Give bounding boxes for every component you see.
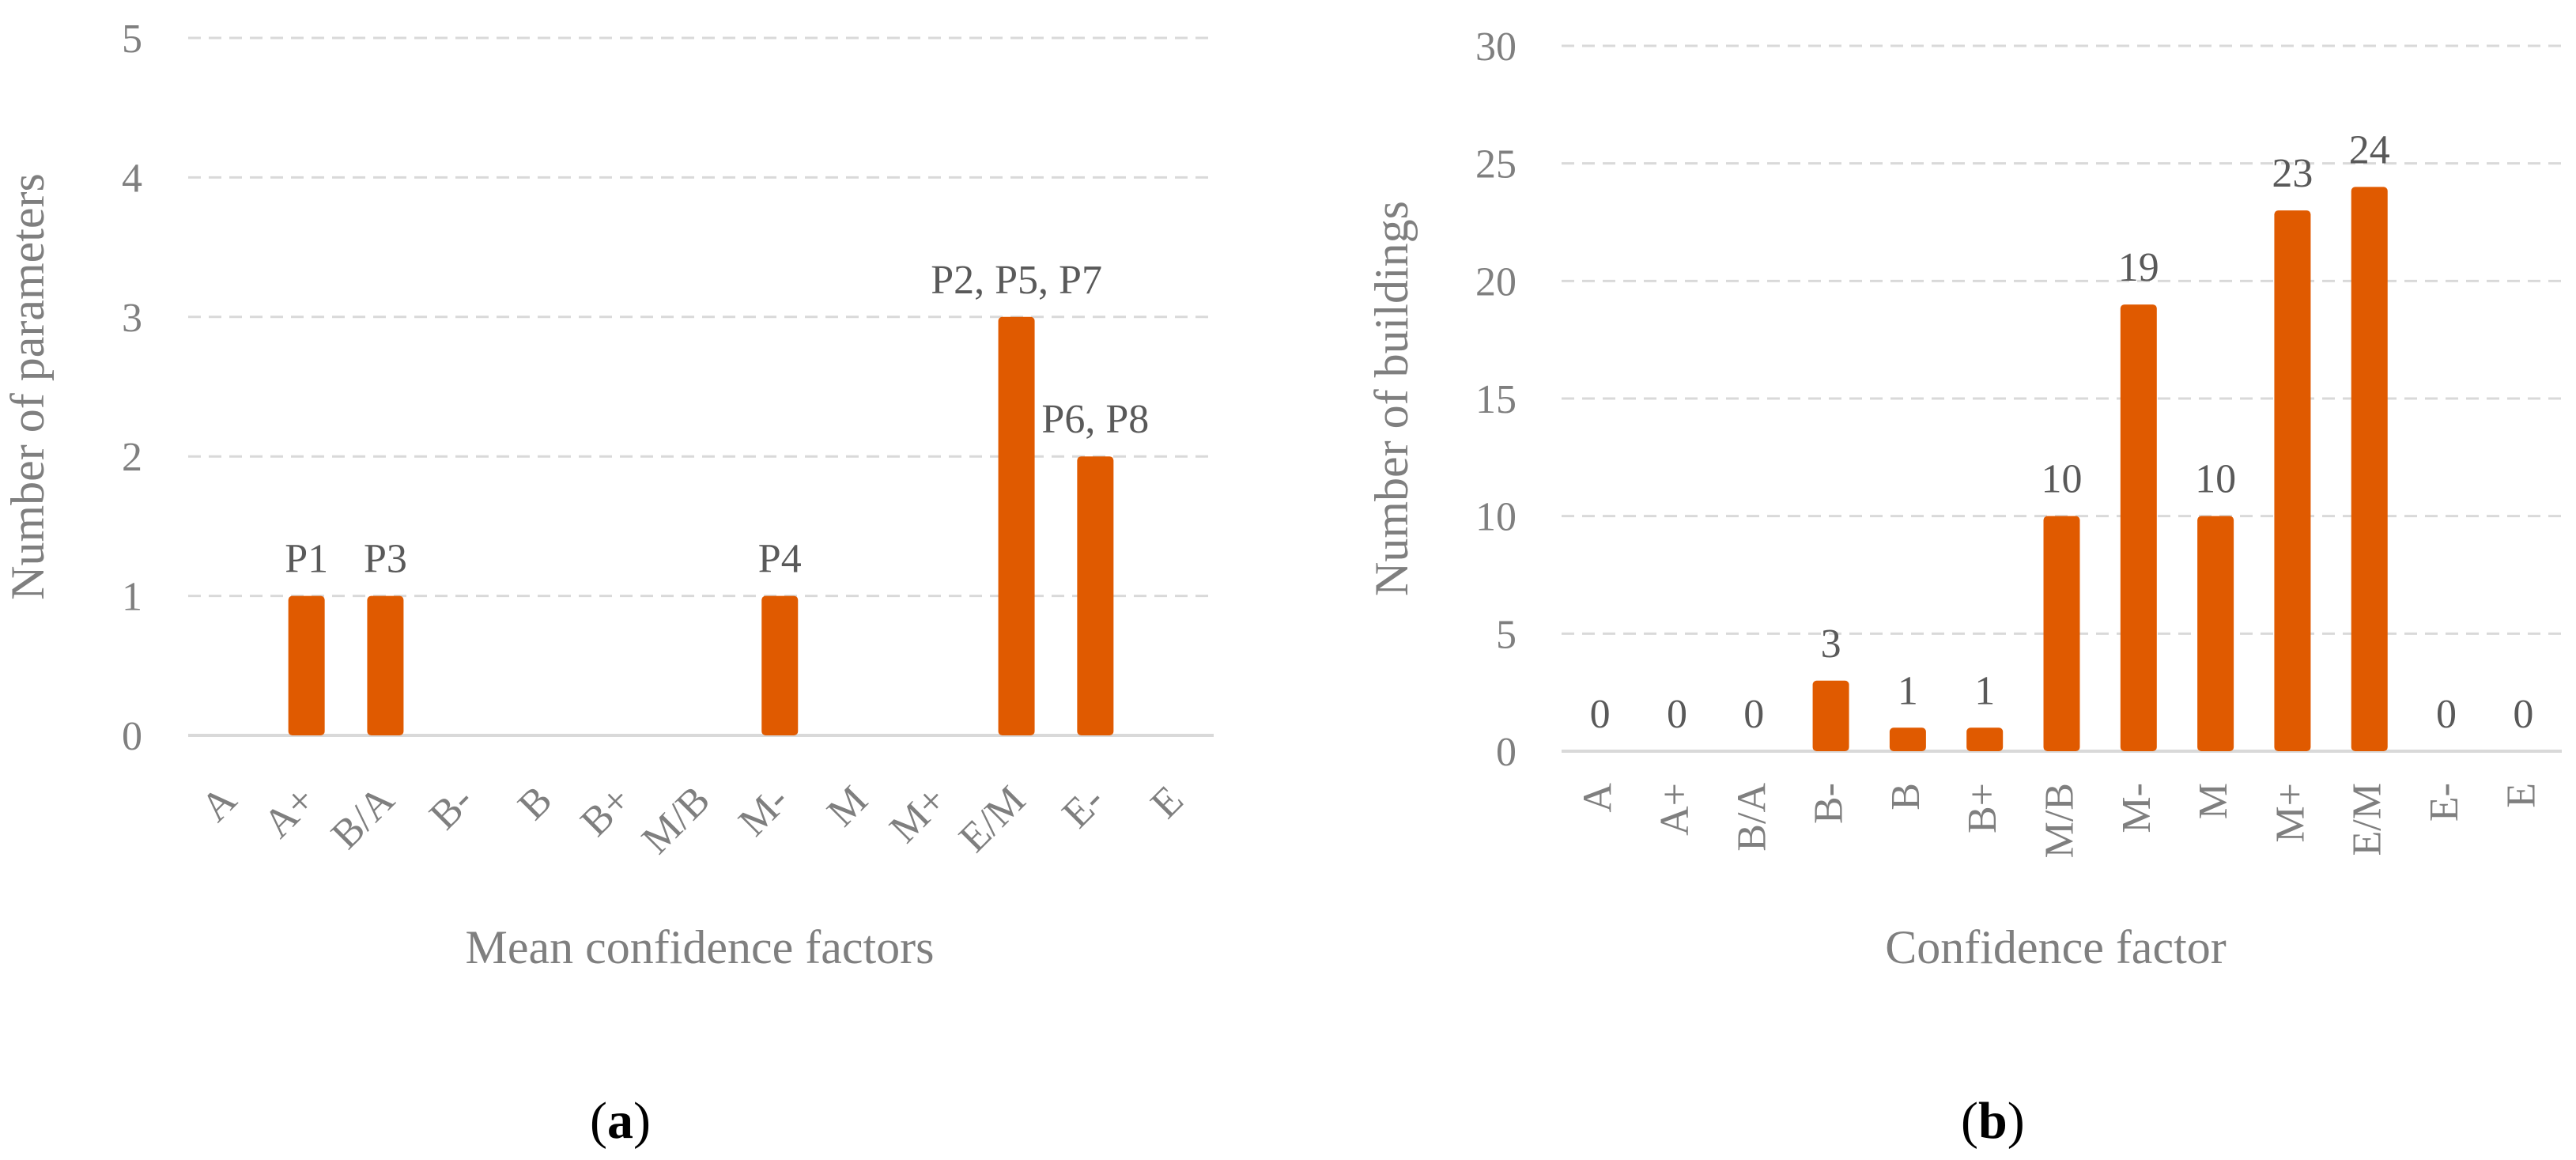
chart-b-data-label-M: 10 [2195, 457, 2236, 502]
chart-a-y-tick-label: 2 [122, 435, 142, 480]
chart-b-y-tick-label: 30 [1475, 25, 1517, 70]
chart-a-bar-E/M [998, 316, 1035, 735]
chart-a-category-label-E/M: E/M [950, 777, 1034, 861]
chart-b-category-label-B+: B+ [1960, 783, 2005, 833]
chart-b-bar-E/M [2351, 187, 2388, 751]
chart-b-y-axis-title: Number of buildings [1365, 201, 1418, 596]
chart-a-category-label-E-: E- [1054, 777, 1113, 837]
chart-a-data-label-M-: P4 [758, 537, 802, 582]
chart-b-x-axis-title: Confidence factor [1885, 921, 2226, 973]
chart-a-y-tick-label: 1 [122, 575, 142, 620]
chart-b-category-label-M-: M- [2114, 783, 2159, 833]
chart-b-data-label-M/B: 10 [2042, 457, 2083, 502]
chart-a-category-label-A+: A+ [255, 777, 325, 847]
chart-a-data-label-E-: P6, P8 [1041, 397, 1149, 442]
chart-b-data-label-A+: 0 [1667, 692, 1687, 737]
chart-a-y-tick-label: 0 [122, 714, 142, 759]
chart-b-bar-M [2197, 516, 2234, 751]
chart-a-category-label-M: M [819, 777, 877, 835]
chart-b-data-label-M+: 23 [2272, 151, 2313, 196]
chart-b-category-label-M+: M+ [2268, 783, 2313, 843]
chart-a-category-label-M-: M- [731, 777, 798, 844]
panel-label-a: (a) [590, 1091, 651, 1151]
chart-a-bar-B/A [367, 595, 404, 735]
chart-b-bar-M+ [2274, 210, 2311, 752]
chart-a-y-tick-label: 5 [122, 17, 142, 62]
chart-b-bar-B [1889, 727, 1926, 751]
chart-b-data-label-A: 0 [1590, 692, 1611, 737]
chart-b-data-label-E-: 0 [2436, 692, 2457, 737]
chart-b-category-label-B: B [1883, 783, 1928, 810]
chart-b: 0 5 10 15 20 25 30 0 A 0 A+ 0 B/A 3 B- 1 B 1 B+ 10 M/B 19 M- 10… [1365, 25, 2562, 973]
chart-a-category-label-B+: B+ [572, 777, 640, 845]
chart-b-category-label-M: M [2191, 783, 2236, 819]
chart-b-category-label-A: A [1576, 783, 1621, 813]
chart-b-bar-B+ [1966, 727, 2004, 751]
chart-b-bar-B- [1812, 680, 1849, 751]
chart-b-data-label-B-: 3 [1821, 622, 1841, 667]
chart-b-data-label-B/A: 0 [1743, 692, 1764, 737]
chart-b-y-tick-label: 25 [1475, 142, 1517, 187]
chart-a: 0 1 2 3 4 5 A P1 A+ P3 B/A B- B B+M/B P4 M- M M+ P2, P5, P… [2, 17, 1214, 973]
chart-b-data-label-B: 1 [1898, 668, 1918, 713]
panel-label-b: (b) [1961, 1091, 2025, 1151]
chart-b-category-label-E: E [2499, 783, 2544, 808]
chart-a-category-label-M+: M+ [882, 777, 956, 852]
chart-a-bar-E- [1077, 456, 1114, 735]
chart-b-bar-M/B [2043, 516, 2080, 751]
chart-b-category-label-A+: A+ [1652, 783, 1698, 836]
chart-b-bar-M- [2120, 304, 2157, 752]
chart-b-category-label-B-: B- [1807, 783, 1852, 824]
chart-b-category-label-M/B: M/B [2038, 783, 2083, 858]
chart-b-data-label-E/M: 24 [2349, 127, 2390, 172]
chart-b-y-tick-label: 10 [1475, 495, 1517, 540]
chart-b-y-tick-label: 15 [1475, 377, 1517, 422]
chart-a-bar-M- [761, 595, 799, 735]
chart-b-data-label-B+: 1 [1974, 668, 1995, 713]
chart-a-data-label-A+: P1 [285, 537, 328, 582]
panel-label-b-text: (b) [1961, 1092, 2025, 1150]
chart-a-y-tick-label: 4 [122, 156, 142, 201]
chart-a-x-axis-title: Mean confidence factors [465, 921, 934, 973]
chart-a-y-tick-label: 3 [122, 296, 142, 341]
chart-b-category-label-B/A: B/A [1729, 783, 1774, 852]
chart-a-category-label-M/B: M/B [633, 777, 719, 863]
chart-a-category-label-A: A [193, 777, 246, 830]
chart-b-y-tick-label: 5 [1496, 612, 1517, 657]
chart-b-data-label-M-: 19 [2118, 245, 2159, 290]
chart-a-y-axis-title: Number of parameters [2, 173, 54, 600]
chart-b-data-label-E: 0 [2513, 692, 2533, 737]
chart-a-category-label-B-: B- [421, 777, 482, 838]
chart-a-category-label-B/A: B/A [323, 777, 403, 858]
chart-b-y-tick-label: 20 [1475, 259, 1517, 304]
chart-b-y-tick-label: 0 [1496, 730, 1517, 775]
chart-a-bar-A+ [288, 595, 325, 735]
chart-a-category-label-B: B [510, 777, 561, 829]
chart-a-data-label-B/A: P3 [364, 537, 407, 582]
chart-b-category-label-E-: E- [2422, 783, 2467, 822]
chart-b-category-label-E/M: E/M [2345, 783, 2390, 856]
chart-a-data-label-E/M: P2, P5, P7 [931, 258, 1102, 303]
chart-a-category-label-E: E [1143, 777, 1192, 827]
panel-label-a-text: (a) [590, 1092, 651, 1150]
